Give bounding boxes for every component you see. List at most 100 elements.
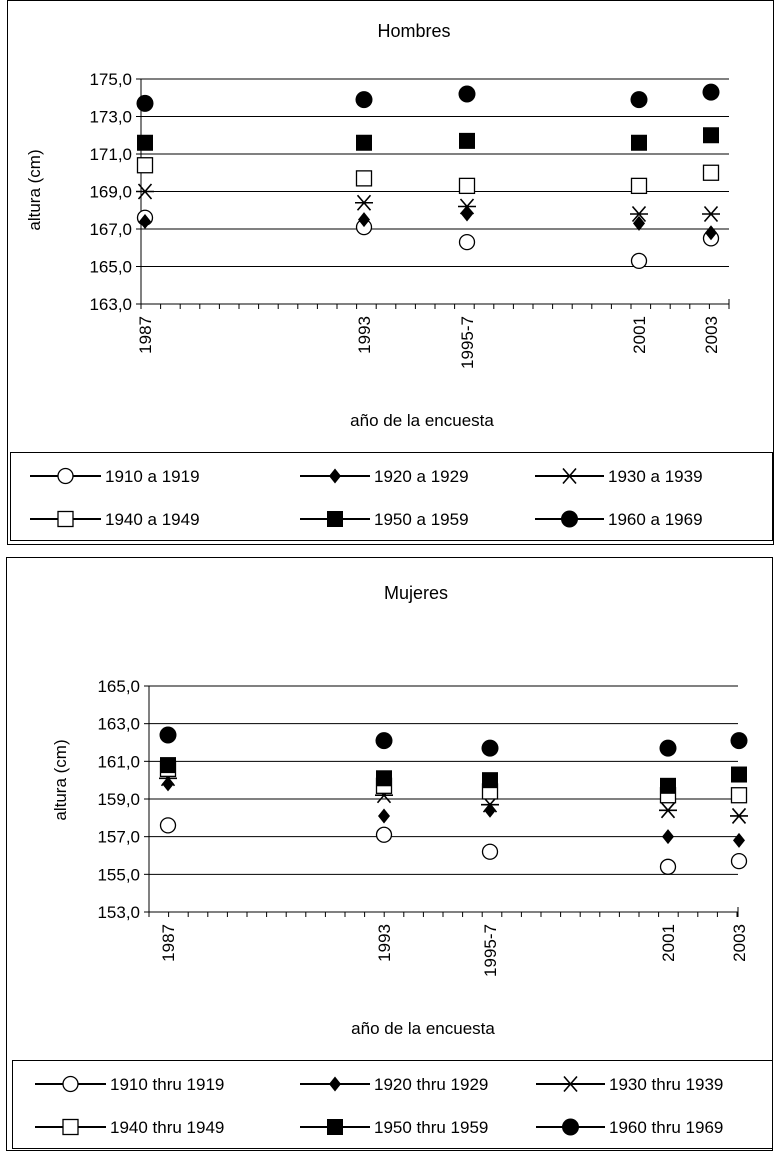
data-point — [705, 225, 717, 241]
data-point — [630, 91, 648, 109]
data-point — [482, 772, 498, 789]
data-point — [375, 826, 393, 843]
x-tick-label: 2003 — [702, 316, 721, 354]
legend-label: 1920 a 1929 — [374, 467, 469, 486]
data-point — [355, 194, 373, 211]
legend-label: 1910 a 1919 — [105, 467, 200, 486]
data-point — [137, 134, 153, 151]
x-axis-label: año de la encuesta — [350, 411, 494, 430]
y-tick-label: 163,0 — [89, 295, 132, 314]
legend-marker — [62, 1118, 79, 1136]
chart-hombres: Hombres altura (cm) año de la encuesta 1… — [7, 0, 774, 545]
data-point — [160, 757, 176, 774]
legend-item: 1950 thru 1959 — [300, 1118, 488, 1137]
x-tick-labels: 1987 1993 1995-7 2001 2003 — [159, 924, 749, 977]
data-point — [481, 843, 499, 860]
y-tick-label: 159,0 — [97, 790, 140, 809]
x-tick-label: 1987 — [159, 924, 178, 962]
data-point — [458, 177, 476, 195]
data-point — [139, 214, 151, 229]
chart-mujeres: Mujeres altura (cm) año de la encuesta 1… — [6, 557, 773, 1151]
data-point — [458, 85, 476, 103]
x-tick-label: 1993 — [375, 924, 394, 962]
chart-title: Hombres — [377, 21, 450, 41]
legend-label: 1940 thru 1949 — [110, 1118, 224, 1137]
y-tick-label: 165,0 — [89, 258, 132, 277]
data-point — [730, 807, 748, 824]
data-point — [631, 134, 647, 151]
y-tick-label: 157,0 — [97, 828, 140, 847]
data-point — [630, 205, 648, 223]
legend-label: 1920 thru 1929 — [374, 1075, 488, 1094]
data-point — [662, 829, 674, 845]
data-point — [630, 252, 648, 270]
x-tick-label: 1993 — [355, 316, 374, 354]
x-tick-label: 1987 — [136, 316, 155, 354]
legend-box — [12, 1060, 773, 1149]
y-tick-labels: 153,0 155,0 157,0 159,0 161,0 163,0 165,0 — [97, 677, 140, 922]
data-point — [376, 770, 392, 787]
data-point — [703, 127, 719, 144]
legend-item: 1930 thru 1939 — [536, 1075, 723, 1094]
axes — [144, 685, 739, 917]
legend-label: 1930 a 1939 — [608, 467, 703, 486]
y-tick-label: 153,0 — [97, 903, 140, 922]
legend-marker — [560, 467, 579, 485]
x-tick-labels: 1987 1993 1995-7 2001 2003 — [136, 316, 721, 369]
data-point — [484, 802, 496, 818]
data-point — [162, 776, 174, 792]
chart-title: Mujeres — [384, 583, 448, 603]
legend-marker — [561, 1075, 580, 1093]
data-point — [481, 796, 499, 813]
data-point — [481, 739, 499, 757]
legend-marker — [327, 511, 343, 527]
gridlines — [141, 78, 729, 267]
legend-marker — [57, 510, 74, 528]
data-point — [630, 177, 648, 195]
legend-item: 1910 a 1919 — [30, 467, 200, 486]
data-point — [356, 134, 372, 151]
data-points — [136, 83, 720, 270]
y-tick-label: 165,0 — [97, 677, 140, 696]
y-tick-label: 163,0 — [97, 715, 140, 734]
y-tick-label: 167,0 — [89, 220, 132, 239]
y-tick-labels: 163,0 165,0 167,0 169,0 171,0 173,0 175,0 — [89, 70, 132, 314]
data-point — [459, 132, 475, 149]
data-point — [731, 766, 747, 783]
data-point — [375, 732, 393, 750]
legend-label: 1950 a 1959 — [374, 510, 469, 529]
data-point — [733, 832, 745, 848]
legend-label: 1950 thru 1959 — [374, 1118, 488, 1137]
y-tick-label: 175,0 — [89, 70, 132, 89]
legend-item: 1920 a 1929 — [300, 467, 469, 486]
legend-item: 1960 thru 1969 — [536, 1118, 723, 1137]
data-point — [702, 83, 720, 101]
data-point — [378, 808, 390, 824]
legend: 1910 a 1919 1920 a 1929 1930 a 1939 1940 a … — [30, 467, 703, 529]
legend-item: 1960 a 1969 — [535, 510, 703, 529]
data-point — [458, 233, 476, 251]
data-point — [660, 777, 676, 794]
x-tick-label: 1995-7 — [458, 316, 477, 369]
legend-item: 1930 a 1939 — [535, 467, 703, 486]
legend-label: 1940 a 1949 — [105, 510, 200, 529]
legend: 1910 thru 1919 1920 thru 1929 1930 thru 19… — [35, 1075, 723, 1137]
chart-frame — [6, 557, 773, 1151]
legend-marker — [62, 1075, 79, 1093]
legend-box — [10, 452, 773, 541]
data-points — [159, 726, 748, 875]
legend-marker — [561, 510, 578, 528]
x-axis-label: año de la encuesta — [351, 1019, 495, 1038]
data-point — [159, 817, 177, 834]
data-point — [355, 91, 373, 109]
data-point — [159, 726, 177, 744]
data-point — [358, 212, 370, 228]
y-tick-label: 171,0 — [89, 145, 132, 164]
x-tick-label: 2003 — [730, 924, 749, 962]
legend-label: 1930 thru 1939 — [609, 1075, 723, 1094]
y-axis-label: altura (cm) — [25, 149, 44, 230]
legend-marker — [329, 468, 341, 484]
gridlines — [149, 685, 738, 875]
data-point — [730, 852, 748, 870]
legend-item: 1910 thru 1919 — [35, 1075, 224, 1094]
